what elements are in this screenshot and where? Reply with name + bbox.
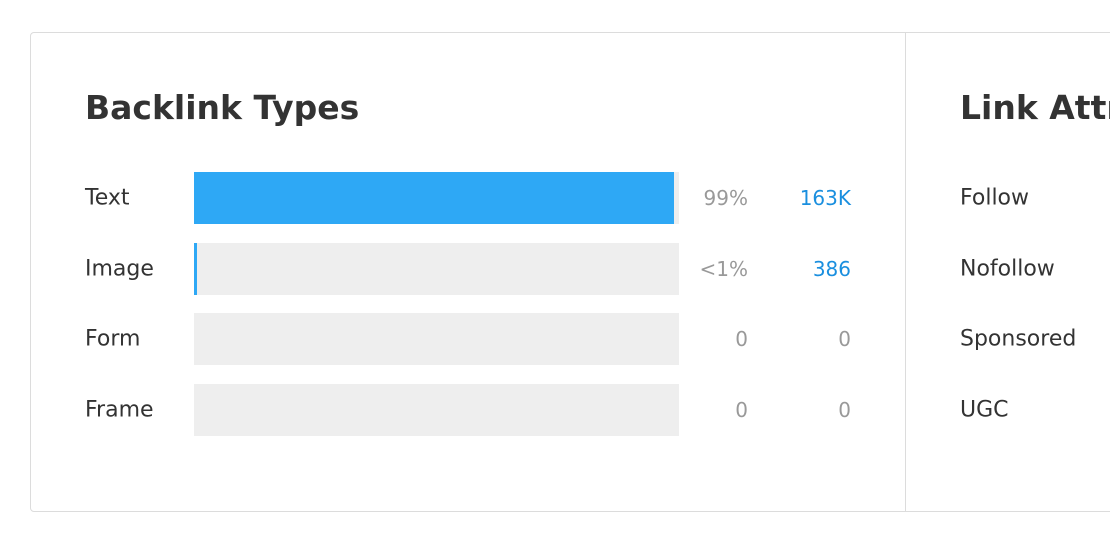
count-label: 0 <box>838 398 851 423</box>
panel-title: Link Attributes <box>960 88 1110 127</box>
percent-label: 0 <box>735 327 748 352</box>
percent-label: <1% <box>699 256 749 281</box>
row-label: Form <box>85 326 141 352</box>
card <box>30 32 1110 512</box>
percent-label: 0 <box>735 398 748 423</box>
panel-title: Backlink Types <box>85 88 360 127</box>
count-label: 163K <box>799 186 851 210</box>
row-label: UGC <box>960 397 1009 423</box>
row-label: Frame <box>85 397 154 423</box>
row-label: Nofollow <box>960 256 1055 282</box>
bar-track <box>194 242 679 295</box>
bar <box>194 242 197 295</box>
count-label: 386 <box>812 256 851 281</box>
row-label: Sponsored <box>960 326 1077 352</box>
bar-track <box>194 384 679 437</box>
bar-track <box>194 313 679 366</box>
row-label: Text <box>85 185 130 211</box>
row-label: Follow <box>960 185 1030 211</box>
bar-track <box>194 172 679 224</box>
divider <box>905 33 906 511</box>
count-label: 0 <box>838 327 851 352</box>
row-label: Image <box>85 256 154 282</box>
percent-label: 99% <box>703 186 748 210</box>
bar <box>194 172 675 224</box>
